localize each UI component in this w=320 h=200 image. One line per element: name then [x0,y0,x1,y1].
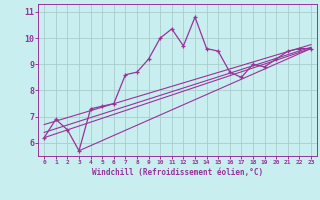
X-axis label: Windchill (Refroidissement éolien,°C): Windchill (Refroidissement éolien,°C) [92,168,263,177]
